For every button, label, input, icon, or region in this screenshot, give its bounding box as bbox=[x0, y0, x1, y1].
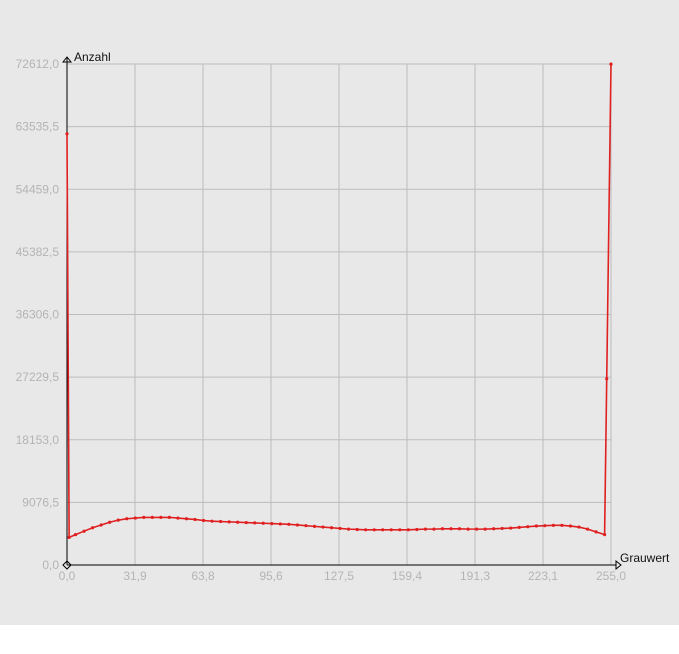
data-point bbox=[603, 533, 607, 537]
data-point bbox=[67, 535, 71, 540]
y-tick-label: 45382,5 bbox=[16, 245, 60, 259]
data-point bbox=[406, 528, 410, 532]
data-point bbox=[534, 524, 538, 528]
data-point bbox=[287, 522, 291, 526]
data-point bbox=[167, 515, 171, 519]
data-point bbox=[142, 515, 146, 519]
y-tick-label: 36306,0 bbox=[16, 308, 60, 322]
data-point bbox=[415, 527, 419, 532]
data-point bbox=[398, 528, 402, 532]
data-point bbox=[585, 527, 590, 531]
data-point bbox=[312, 524, 317, 528]
data-point bbox=[381, 528, 385, 532]
data-point bbox=[82, 529, 86, 533]
data-point bbox=[568, 524, 573, 528]
x-tick-label: 0,0 bbox=[59, 569, 76, 583]
data-point bbox=[184, 517, 189, 521]
y-tick-label: 63535,5 bbox=[16, 120, 60, 134]
x-tick-label: 31,9 bbox=[123, 569, 147, 583]
data-point bbox=[560, 523, 564, 527]
data-point bbox=[347, 527, 351, 531]
data-point bbox=[509, 526, 513, 530]
data-point bbox=[483, 527, 487, 531]
data-point bbox=[526, 525, 530, 529]
data-point bbox=[304, 524, 308, 528]
y-tick-label: 27229,5 bbox=[16, 370, 60, 384]
data-point bbox=[594, 530, 598, 534]
x-tick-label: 191,3 bbox=[460, 569, 490, 583]
data-point bbox=[253, 521, 257, 525]
y-tick-label: 54459,0 bbox=[16, 182, 60, 196]
data-point bbox=[321, 525, 325, 529]
x-tick-label: 159,4 bbox=[392, 569, 422, 583]
data-point bbox=[150, 515, 154, 519]
data-point bbox=[236, 520, 240, 524]
data-point bbox=[201, 518, 206, 523]
data-point bbox=[133, 516, 137, 520]
data-point bbox=[73, 533, 78, 537]
y-tick-label: 18153,0 bbox=[16, 433, 60, 447]
data-point bbox=[492, 527, 496, 531]
data-point bbox=[423, 527, 427, 531]
x-axis-title: Grauwert bbox=[620, 551, 670, 565]
data-point bbox=[99, 523, 103, 527]
data-point bbox=[108, 520, 112, 524]
data-point bbox=[278, 522, 282, 526]
data-point bbox=[244, 520, 248, 525]
data-point bbox=[605, 377, 609, 381]
tick-labels: 0,0 9076,5 18153,0 27229,5 36306,0 45382,5 544… bbox=[16, 57, 627, 583]
data-point bbox=[159, 515, 163, 519]
axes bbox=[61, 56, 622, 571]
data-point bbox=[449, 527, 453, 531]
data-point bbox=[577, 525, 581, 529]
data-point bbox=[551, 523, 556, 527]
series-layer bbox=[65, 62, 613, 540]
data-point bbox=[219, 519, 223, 524]
data-point bbox=[364, 528, 368, 532]
data-point bbox=[457, 527, 462, 531]
data-point bbox=[389, 528, 393, 532]
data-point bbox=[500, 526, 504, 531]
data-point bbox=[261, 521, 265, 525]
x-axis-arrow-icon bbox=[615, 559, 622, 571]
x-tick-label: 223,1 bbox=[528, 569, 558, 583]
data-point bbox=[432, 527, 436, 531]
data-point bbox=[91, 526, 95, 530]
data-point bbox=[270, 522, 274, 526]
origin-marker-icon bbox=[62, 560, 72, 570]
data-point bbox=[65, 132, 69, 136]
data-point bbox=[609, 62, 613, 66]
data-point bbox=[125, 517, 129, 521]
data-point bbox=[295, 523, 299, 527]
x-tick-label: 127,5 bbox=[324, 569, 354, 583]
x-tick-label: 95,6 bbox=[259, 569, 283, 583]
data-point bbox=[440, 527, 445, 531]
chart-panel: 0,0 9076,5 18153,0 27229,5 36306,0 45382,5 544… bbox=[0, 0, 679, 625]
data-point bbox=[355, 527, 359, 532]
data-point bbox=[227, 520, 231, 524]
x-tick-label: 63,8 bbox=[191, 569, 215, 583]
data-point bbox=[372, 528, 376, 532]
data-point bbox=[517, 525, 521, 529]
data-point bbox=[176, 516, 180, 520]
x-tick-label: 255,0 bbox=[596, 569, 626, 583]
y-tick-label: 0,0 bbox=[42, 558, 59, 572]
data-point bbox=[543, 524, 547, 528]
y-tick-label: 72612,0 bbox=[16, 57, 60, 71]
data-point bbox=[116, 518, 120, 522]
data-point bbox=[329, 526, 334, 530]
data-point bbox=[466, 527, 470, 531]
grid-lines bbox=[67, 63, 612, 565]
data-point bbox=[338, 526, 342, 531]
y-axis-title: Anzahl bbox=[74, 50, 111, 64]
data-point bbox=[475, 527, 479, 531]
y-tick-label: 9076,5 bbox=[22, 495, 59, 509]
y-axis-arrow-icon bbox=[61, 56, 73, 63]
histogram-chart: 0,0 9076,5 18153,0 27229,5 36306,0 45382,5 544… bbox=[16, 50, 670, 583]
data-point bbox=[193, 517, 197, 522]
data-point bbox=[210, 519, 214, 523]
